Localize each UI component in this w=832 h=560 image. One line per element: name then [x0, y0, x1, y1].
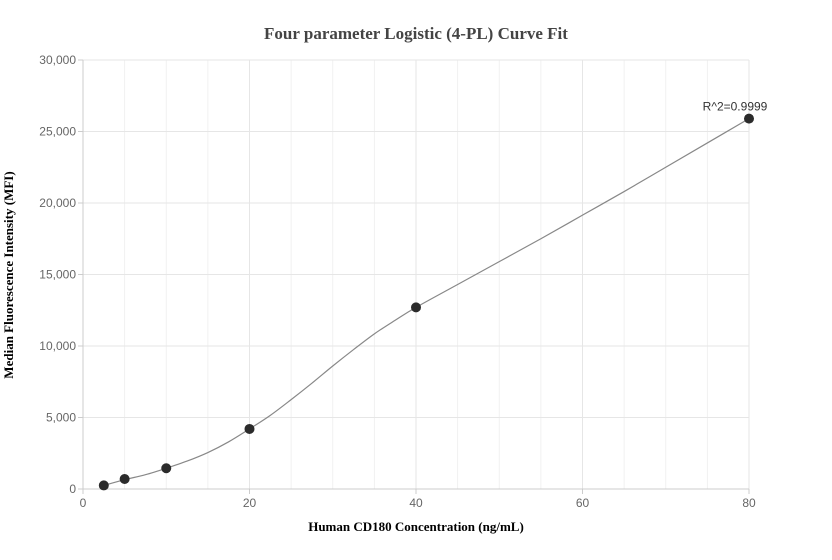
r-squared-annotation: R^2=0.9999	[703, 100, 768, 114]
axis-layer: 0 20 40 60 80 0 5,000 10,000 15,000 20,000 25,000 3…	[39, 53, 756, 510]
curve-layer	[103, 118, 750, 487]
y-tick-label: 30,000	[39, 53, 76, 67]
data-point	[98, 480, 109, 491]
x-axis-title: Human CD180 Concentration (ng/mL)	[308, 519, 524, 534]
data-point	[411, 302, 421, 313]
y-tick-label: 25,000	[39, 125, 76, 139]
x-tick-label: 40	[409, 496, 423, 510]
y-tick-label: 0	[69, 482, 76, 496]
data-point	[119, 473, 130, 484]
x-tick-label: 80	[742, 496, 756, 510]
y-axis-title: Median Fluorescence Intensity (MFI)	[1, 171, 16, 378]
x-tick-label: 60	[576, 496, 590, 510]
y-tick-label: 10,000	[39, 339, 76, 353]
x-tick-label: 20	[243, 496, 257, 510]
data-point	[161, 463, 172, 474]
data-point	[244, 423, 255, 434]
fit-curve-line	[103, 118, 750, 487]
data-point	[744, 113, 754, 124]
y-tick-label: 5,000	[46, 411, 76, 425]
y-tick-label: 15,000	[39, 268, 76, 282]
x-tick-label: 0	[80, 496, 87, 510]
y-tick-label: 20,000	[39, 196, 76, 210]
point-layer	[98, 113, 754, 491]
chart-title: Four parameter Logistic (4-PL) Curve Fit	[264, 24, 568, 43]
grid-layer	[83, 59, 750, 489]
